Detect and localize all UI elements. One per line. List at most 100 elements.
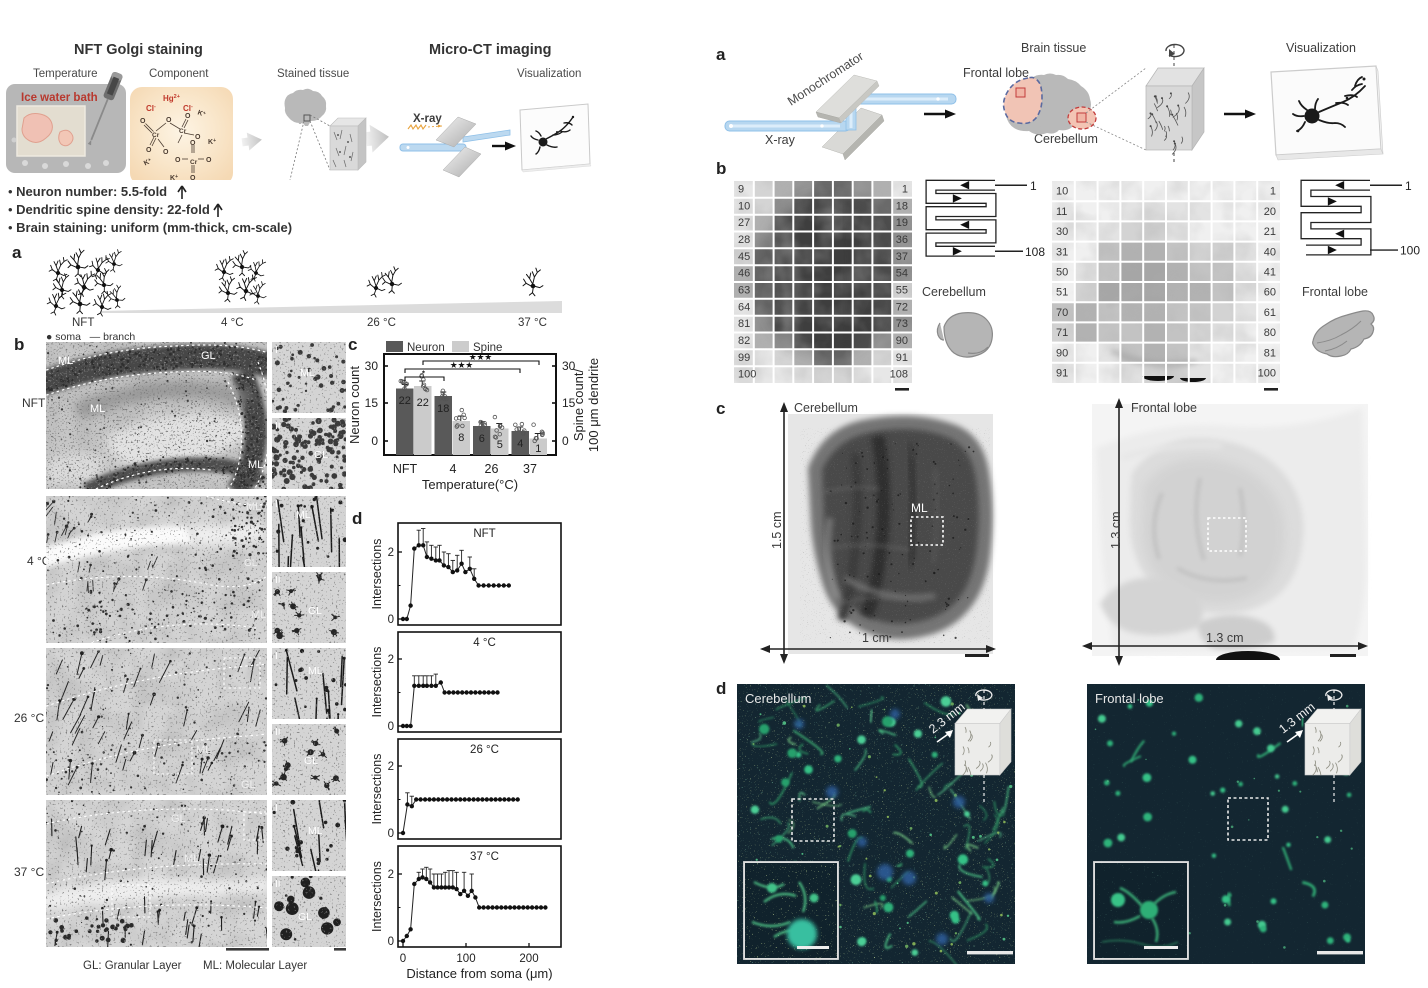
svg-text:15: 15 <box>365 396 379 410</box>
svg-text:37: 37 <box>523 462 537 476</box>
svg-text:108: 108 <box>890 369 908 381</box>
svg-text:91: 91 <box>1056 368 1068 380</box>
svg-text:Cl-: Cl- <box>146 104 156 113</box>
svg-text:Intersections: Intersections <box>370 647 384 718</box>
svg-text:NFT: NFT <box>473 528 495 540</box>
svg-text:II: II <box>275 421 281 432</box>
svg-text:0: 0 <box>388 936 394 948</box>
svg-text:Cr: Cr <box>179 128 187 135</box>
svg-text:2: 2 <box>388 869 394 881</box>
svg-text:ML: ML <box>911 501 928 515</box>
svg-text:O: O <box>195 134 201 141</box>
svg-text:15: 15 <box>562 396 576 410</box>
svg-text:O: O <box>140 118 146 125</box>
svg-text:22: 22 <box>399 395 411 407</box>
svg-text:63: 63 <box>738 284 750 296</box>
svg-text:Temperature(°C): Temperature(°C) <box>422 477 518 492</box>
svg-text:18: 18 <box>896 200 908 212</box>
svg-text:GL: GL <box>298 911 312 923</box>
svg-text:0: 0 <box>562 434 569 448</box>
svg-text:Hg2+: Hg2+ <box>163 94 180 103</box>
svg-text:18: 18 <box>437 403 449 415</box>
svg-text:★★★: ★★★ <box>469 353 492 362</box>
svg-text:10: 10 <box>738 200 750 212</box>
svg-text:28: 28 <box>738 234 750 246</box>
svg-text:Spine: Spine <box>473 342 502 354</box>
svg-text:45: 45 <box>738 251 750 263</box>
svg-text:*: * <box>422 369 426 378</box>
svg-text:22: 22 <box>417 397 429 409</box>
svg-text:O: O <box>163 149 169 156</box>
svg-text:8: 8 <box>458 432 464 444</box>
svg-text:2: 2 <box>388 547 394 559</box>
svg-text:54: 54 <box>896 268 908 280</box>
svg-text:NFT: NFT <box>393 462 418 476</box>
svg-text:11: 11 <box>1056 206 1067 218</box>
svg-text:X-ray: X-ray <box>765 133 796 147</box>
svg-text:Cerebellum: Cerebellum <box>745 691 811 706</box>
svg-text:Spine count/: Spine count/ <box>571 368 586 441</box>
svg-text:Brain tissue: Brain tissue <box>1021 41 1086 55</box>
svg-text:0: 0 <box>388 614 394 626</box>
svg-text:26 °C: 26 °C <box>470 744 499 756</box>
svg-text:GL: GL <box>201 350 216 362</box>
svg-text:GL: GL <box>171 813 186 825</box>
svg-text:37: 37 <box>896 251 908 263</box>
svg-text:73: 73 <box>896 318 908 330</box>
svg-text:80: 80 <box>1264 327 1276 339</box>
svg-text:0: 0 <box>388 828 394 840</box>
svg-text:31: 31 <box>1056 246 1068 258</box>
svg-text:O: O <box>190 140 196 147</box>
svg-text:GL: GL <box>304 755 318 767</box>
svg-text:6: 6 <box>479 433 485 445</box>
svg-text:ML: ML <box>248 459 263 471</box>
svg-text:50: 50 <box>1056 267 1068 279</box>
svg-text:36: 36 <box>896 234 908 246</box>
svg-text:4: 4 <box>517 438 523 450</box>
svg-text:100 μm dendrite: 100 μm dendrite <box>586 358 601 452</box>
svg-text:0: 0 <box>400 953 406 965</box>
svg-text:ML: ML <box>251 609 266 621</box>
svg-text:ML: ML <box>308 825 323 837</box>
svg-text:40: 40 <box>1264 246 1276 258</box>
svg-text:Cr: Cr <box>190 159 198 166</box>
svg-text:K+: K+ <box>142 157 153 168</box>
svg-text:82: 82 <box>738 335 750 347</box>
svg-text:20: 20 <box>1264 206 1276 218</box>
svg-text:Cl-: Cl- <box>183 104 193 113</box>
svg-text:60: 60 <box>1264 287 1276 299</box>
svg-text:II: II <box>275 575 281 586</box>
svg-text:Distance from soma (μm): Distance from soma (μm) <box>406 966 552 981</box>
svg-text:2: 2 <box>388 761 394 773</box>
svg-text:10: 10 <box>1056 186 1068 198</box>
svg-text:I: I <box>275 651 278 662</box>
svg-text:K+: K+ <box>196 108 206 118</box>
svg-text:200: 200 <box>519 953 538 965</box>
svg-text:X-ray: X-ray <box>413 113 442 125</box>
svg-text:Ice water bath: Ice water bath <box>21 92 98 104</box>
svg-text:GL: GL <box>244 558 258 569</box>
svg-text:O: O <box>206 157 212 164</box>
svg-text:108: 108 <box>1025 245 1045 259</box>
svg-text:1: 1 <box>1270 186 1276 198</box>
svg-text:ML: ML <box>184 853 199 865</box>
svg-text:41: 41 <box>1264 267 1276 279</box>
svg-text:1: 1 <box>1030 179 1037 193</box>
svg-text:Visualization: Visualization <box>1286 41 1356 55</box>
svg-text:21: 21 <box>1264 226 1276 238</box>
svg-text:90: 90 <box>896 335 908 347</box>
svg-text:I: I <box>275 803 278 814</box>
svg-text:Neuron count: Neuron count <box>347 366 362 444</box>
svg-text:5: 5 <box>497 439 503 451</box>
svg-text:Cr: Cr <box>152 132 160 139</box>
svg-text:4: 4 <box>450 462 457 476</box>
svg-text:1: 1 <box>1405 179 1412 193</box>
svg-text:30: 30 <box>1056 226 1068 238</box>
svg-text:81: 81 <box>738 318 750 330</box>
svg-text:46: 46 <box>738 268 750 280</box>
svg-text:4 °C: 4 °C <box>473 637 496 649</box>
svg-text:61: 61 <box>1264 307 1276 319</box>
svg-text:26: 26 <box>485 462 499 476</box>
svg-text:81: 81 <box>1264 347 1276 359</box>
svg-text:ML: ML <box>308 665 323 677</box>
